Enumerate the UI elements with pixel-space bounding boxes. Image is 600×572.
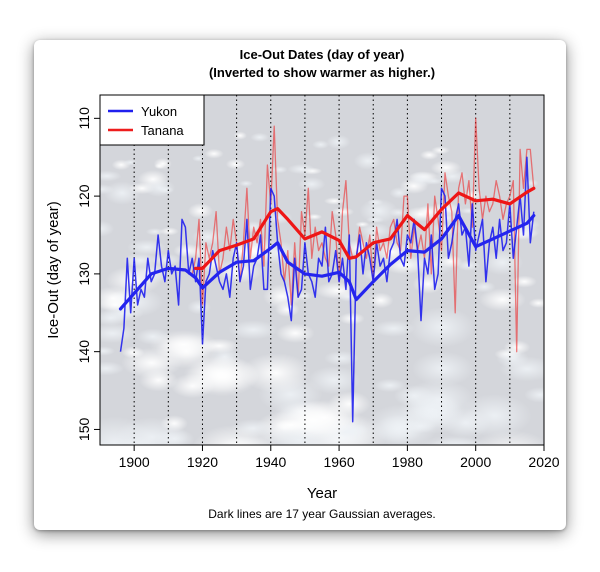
series-lines <box>118 117 536 423</box>
ice-floe <box>366 404 438 445</box>
ice-floe <box>338 312 365 325</box>
ice-floe <box>183 355 260 394</box>
x-tick-label-1900: 1900 <box>119 454 150 470</box>
ice-floe <box>307 366 361 395</box>
ice-floe <box>424 177 444 185</box>
ice-floe <box>204 148 224 159</box>
ice-floe <box>409 307 475 348</box>
ice-floe <box>389 187 410 199</box>
series-yukon-gaussian <box>118 214 536 311</box>
x-tick-label-2000: 2000 <box>460 454 491 470</box>
series-tanana-gaussian <box>194 186 536 270</box>
ice-floe <box>430 160 462 175</box>
ice-floe <box>233 131 247 140</box>
ice-floe <box>524 387 544 403</box>
ice-floe <box>192 155 205 162</box>
ice-floe <box>373 378 406 393</box>
ice-floe <box>353 152 382 170</box>
y-tick-label-110: 110 <box>76 107 92 130</box>
ice-floe <box>478 288 526 312</box>
ice-floe <box>528 298 544 308</box>
ice-floe <box>228 320 279 340</box>
ice-floe <box>100 170 122 182</box>
y-tick-label-150: 150 <box>76 418 92 442</box>
ice-floe <box>116 417 189 445</box>
ice-floe <box>412 274 444 294</box>
y-axis-label: Ice-Out (day of year) <box>45 201 62 339</box>
series-tanana-raw <box>191 117 535 353</box>
chart-title: Ice-Out Dates (day of year) <box>240 47 405 62</box>
y-tick-label-140: 140 <box>76 340 92 364</box>
x-tick-label-2020: 2020 <box>528 454 559 470</box>
ice-floe <box>272 166 288 174</box>
ice-floe <box>275 323 315 343</box>
ice-floe <box>250 132 269 142</box>
ice-floe <box>431 146 450 155</box>
ice-floe <box>312 140 330 150</box>
ice-floe <box>145 228 164 236</box>
ice-floe <box>159 227 179 236</box>
ice-floe <box>187 299 212 315</box>
ice-floe <box>439 254 463 269</box>
ice-floe <box>192 424 277 445</box>
ice-floe <box>100 439 126 445</box>
ice-floe <box>123 159 138 166</box>
chart-subtitle: (Inverted to show warmer as higher.) <box>209 65 435 80</box>
ice-floe <box>151 253 181 266</box>
ice-floe <box>359 198 399 224</box>
ice-floe <box>91 458 123 471</box>
x-tick-label-1980: 1980 <box>392 454 423 470</box>
ice-floe <box>326 134 351 150</box>
ice-floe <box>100 220 115 237</box>
legend: Yukon Tanana <box>99 94 205 146</box>
ice-floe <box>287 164 315 175</box>
y-axis: 110 120 130 140 150 <box>76 107 101 442</box>
ice-floe <box>100 184 115 195</box>
ice-floe <box>264 211 293 225</box>
ice-floe <box>314 281 361 300</box>
ice-floe <box>262 284 302 309</box>
legend-label-yukon: Yukon <box>141 104 177 119</box>
ice-floe <box>225 158 246 170</box>
ice-floe <box>359 222 391 239</box>
ice-floe <box>241 353 311 393</box>
ice-floe <box>324 350 359 366</box>
ice-floe <box>143 179 176 197</box>
x-tick-label-1920: 1920 <box>187 454 218 470</box>
x-tick-label-1960: 1960 <box>323 454 354 470</box>
x-tick-label-1940: 1940 <box>255 454 286 470</box>
ice-floe <box>411 351 474 386</box>
ice-floe <box>415 435 494 445</box>
ice-floe <box>306 213 323 220</box>
ice-floe <box>100 323 138 343</box>
y-tick-label-130: 130 <box>76 262 92 286</box>
ice-floe <box>457 394 532 438</box>
ice-floe <box>84 448 120 467</box>
ice-floe <box>366 216 385 223</box>
chart-caption: Dark lines are 17 year Gaussian averages… <box>208 507 435 521</box>
ice-floe <box>473 281 496 293</box>
ice-floe <box>239 180 254 187</box>
ice-floe <box>368 292 394 309</box>
ice-floe <box>154 163 165 169</box>
ice-floe <box>187 203 213 219</box>
x-axis-label: Year <box>307 485 337 502</box>
ice-floe <box>100 361 125 376</box>
ice-floe <box>100 346 115 356</box>
ice-floe <box>323 197 345 205</box>
ice-floe <box>121 346 145 359</box>
ice-floe <box>149 330 218 359</box>
legend-box <box>99 94 205 146</box>
ice-floe <box>297 177 326 192</box>
ice-floe <box>274 400 351 440</box>
ice-floe <box>371 320 416 337</box>
x-axis: 1900 1920 1940 1960 1980 2000 2020 <box>119 444 560 470</box>
legend-label-tanana: Tanana <box>141 123 184 138</box>
y-tick-label-120: 120 <box>76 184 92 208</box>
ice-floe <box>367 198 384 206</box>
